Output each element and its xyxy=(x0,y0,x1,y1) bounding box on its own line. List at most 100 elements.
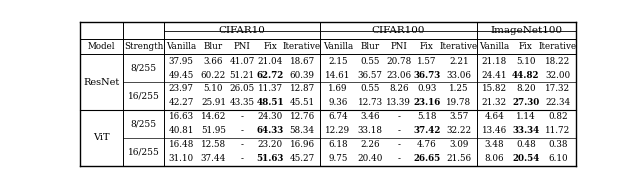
Text: CIFAR10: CIFAR10 xyxy=(218,26,266,35)
Text: 17.32: 17.32 xyxy=(545,84,570,94)
Text: Iterative: Iterative xyxy=(539,42,577,51)
Text: 23.16: 23.16 xyxy=(413,98,440,107)
Text: 9.75: 9.75 xyxy=(328,154,348,163)
Text: 40.81: 40.81 xyxy=(168,126,194,135)
Text: 37.42: 37.42 xyxy=(413,126,440,135)
Text: 21.56: 21.56 xyxy=(446,154,471,163)
Text: 16/255: 16/255 xyxy=(127,147,159,156)
Text: Vanilla: Vanilla xyxy=(166,42,196,51)
Text: 8.26: 8.26 xyxy=(389,84,408,94)
Text: 8.06: 8.06 xyxy=(484,154,504,163)
Text: 12.76: 12.76 xyxy=(289,112,315,121)
Text: Vanilla: Vanilla xyxy=(323,42,353,51)
Text: 60.39: 60.39 xyxy=(289,70,315,80)
Text: 22.34: 22.34 xyxy=(545,98,570,107)
Text: 12.87: 12.87 xyxy=(289,84,315,94)
Text: ImageNet100: ImageNet100 xyxy=(490,26,563,35)
Text: 37.95: 37.95 xyxy=(169,57,193,66)
Text: 25.91: 25.91 xyxy=(201,98,226,107)
Text: 26.65: 26.65 xyxy=(413,154,440,163)
Text: 20.54: 20.54 xyxy=(512,154,540,163)
Text: PNI: PNI xyxy=(234,42,251,51)
Text: 58.34: 58.34 xyxy=(289,126,315,135)
Text: 3.46: 3.46 xyxy=(360,112,380,121)
Text: 6.18: 6.18 xyxy=(328,140,348,149)
Text: 24.41: 24.41 xyxy=(482,70,507,80)
Text: 27.30: 27.30 xyxy=(512,98,540,107)
Text: 31.10: 31.10 xyxy=(168,154,194,163)
Text: PNI: PNI xyxy=(390,42,407,51)
Text: -: - xyxy=(241,140,244,149)
Text: 2.15: 2.15 xyxy=(328,57,348,66)
Text: 16/255: 16/255 xyxy=(127,92,159,100)
Text: 12.58: 12.58 xyxy=(201,140,226,149)
Text: 0.82: 0.82 xyxy=(548,112,568,121)
Text: Iterative: Iterative xyxy=(440,42,477,51)
Text: 11.72: 11.72 xyxy=(545,126,570,135)
Text: 43.35: 43.35 xyxy=(230,98,255,107)
Text: 11.37: 11.37 xyxy=(257,84,283,94)
Text: 48.51: 48.51 xyxy=(256,98,284,107)
Text: 0.55: 0.55 xyxy=(360,84,380,94)
Text: 12.73: 12.73 xyxy=(358,98,383,107)
Text: Fix: Fix xyxy=(263,42,277,51)
Text: 2.21: 2.21 xyxy=(449,57,468,66)
Text: 15.82: 15.82 xyxy=(482,84,507,94)
Text: 23.06: 23.06 xyxy=(386,70,412,80)
Text: 21.18: 21.18 xyxy=(482,57,507,66)
Text: 1.25: 1.25 xyxy=(449,84,468,94)
Text: 4.64: 4.64 xyxy=(484,112,504,121)
Text: 37.44: 37.44 xyxy=(201,154,226,163)
Text: Vanilla: Vanilla xyxy=(479,42,509,51)
Text: 16.63: 16.63 xyxy=(168,112,194,121)
Text: 0.38: 0.38 xyxy=(548,140,568,149)
Text: 8/255: 8/255 xyxy=(131,64,157,73)
Text: 32.22: 32.22 xyxy=(446,126,471,135)
Text: 51.63: 51.63 xyxy=(257,154,284,163)
Text: 5.10: 5.10 xyxy=(204,84,223,94)
Text: 0.55: 0.55 xyxy=(360,57,380,66)
Text: 13.46: 13.46 xyxy=(482,126,507,135)
Text: -: - xyxy=(397,140,400,149)
Text: -: - xyxy=(241,126,244,135)
Text: 36.57: 36.57 xyxy=(358,70,383,80)
Text: ViT: ViT xyxy=(93,133,110,142)
Text: Strength: Strength xyxy=(124,42,163,51)
Text: 8.20: 8.20 xyxy=(516,84,536,94)
Text: 9.36: 9.36 xyxy=(328,98,348,107)
Text: Iterative: Iterative xyxy=(283,42,321,51)
Text: 5.10: 5.10 xyxy=(516,57,536,66)
Text: 16.48: 16.48 xyxy=(168,140,194,149)
Text: 49.45: 49.45 xyxy=(168,70,194,80)
Text: 60.22: 60.22 xyxy=(201,70,226,80)
Text: 32.00: 32.00 xyxy=(545,70,570,80)
Text: 33.06: 33.06 xyxy=(446,70,471,80)
Text: 42.27: 42.27 xyxy=(168,98,194,107)
Text: 45.27: 45.27 xyxy=(289,154,315,163)
Text: 51.21: 51.21 xyxy=(230,70,255,80)
Text: 1.14: 1.14 xyxy=(516,112,536,121)
Text: 3.66: 3.66 xyxy=(204,57,223,66)
Text: 36.73: 36.73 xyxy=(413,70,440,80)
Text: CIFAR100: CIFAR100 xyxy=(372,26,425,35)
Text: 24.30: 24.30 xyxy=(257,112,283,121)
Text: 20.40: 20.40 xyxy=(357,154,383,163)
Text: 14.61: 14.61 xyxy=(325,70,351,80)
Text: 21.04: 21.04 xyxy=(257,57,283,66)
Text: Blur: Blur xyxy=(360,42,380,51)
Text: 41.07: 41.07 xyxy=(230,57,255,66)
Text: 62.72: 62.72 xyxy=(257,70,284,80)
Text: 23.20: 23.20 xyxy=(257,140,283,149)
Text: 51.95: 51.95 xyxy=(201,126,226,135)
Text: 6.74: 6.74 xyxy=(328,112,348,121)
Text: 20.78: 20.78 xyxy=(386,57,412,66)
Text: 12.29: 12.29 xyxy=(325,126,350,135)
Text: 44.82: 44.82 xyxy=(512,70,540,80)
Text: 14.62: 14.62 xyxy=(201,112,226,121)
Text: Fix: Fix xyxy=(519,42,532,51)
Text: -: - xyxy=(397,154,400,163)
Text: 64.33: 64.33 xyxy=(257,126,284,135)
Text: Fix: Fix xyxy=(420,42,433,51)
Text: -: - xyxy=(397,126,400,135)
Text: -: - xyxy=(241,112,244,121)
